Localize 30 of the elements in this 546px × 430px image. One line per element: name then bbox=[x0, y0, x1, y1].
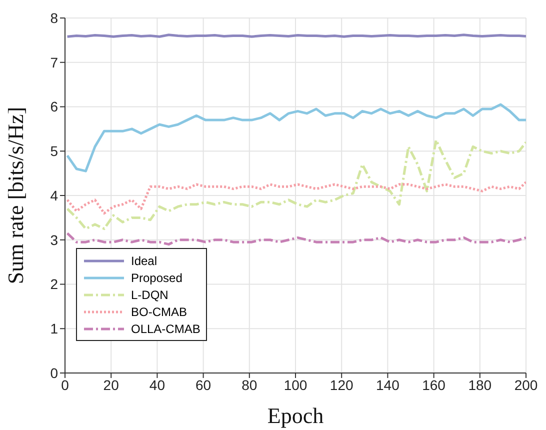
legend-label: Proposed bbox=[131, 270, 182, 284]
x-tick-label: 60 bbox=[196, 376, 212, 393]
legend-label: BO-CMAB bbox=[131, 304, 188, 318]
legend-label: L-DQN bbox=[131, 288, 168, 302]
y-tick-label: 4 bbox=[50, 187, 58, 204]
x-tick-label: 20 bbox=[103, 376, 120, 393]
x-tick-label: 0 bbox=[61, 376, 70, 393]
x-axis-title: Epoch bbox=[267, 403, 324, 428]
x-tick-label: 180 bbox=[468, 376, 492, 393]
x-tick-label: 120 bbox=[330, 376, 354, 393]
y-tick-label: 7 bbox=[50, 54, 58, 70]
line-series bbox=[66, 138, 526, 230]
y-tick-label: 2 bbox=[50, 276, 58, 292]
legend-label: OLLA-CMAB bbox=[131, 322, 200, 336]
x-tick-label: 80 bbox=[242, 376, 258, 393]
x-tick-label: 100 bbox=[284, 376, 308, 393]
y-tick-label: 3 bbox=[50, 232, 58, 248]
y-tick-label: 6 bbox=[50, 98, 58, 115]
line-series bbox=[66, 232, 526, 246]
x-tick-label: 140 bbox=[376, 376, 400, 393]
y-tick-label: 5 bbox=[50, 143, 58, 160]
x-tick-label: 160 bbox=[422, 376, 446, 393]
legend-label: Ideal bbox=[131, 254, 158, 268]
y-tick-label: 1 bbox=[50, 320, 58, 337]
x-tick-label: 200 bbox=[514, 376, 538, 393]
y-tick-label: 8 bbox=[50, 10, 58, 26]
line-series bbox=[66, 180, 526, 214]
x-tick-label: 40 bbox=[149, 376, 166, 393]
y-tick-label: 0 bbox=[50, 364, 58, 381]
line-series bbox=[66, 103, 526, 172]
